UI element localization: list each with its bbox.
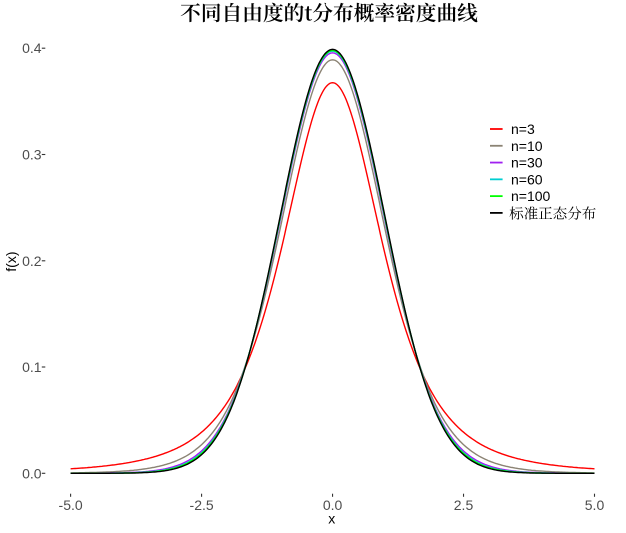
svg-text:n=3: n=3 — [511, 121, 535, 137]
svg-text:-2.5: -2.5 — [190, 497, 214, 513]
svg-text:f(x): f(x) — [3, 251, 19, 271]
svg-text:n=100: n=100 — [511, 188, 551, 204]
svg-text:0.3: 0.3 — [22, 147, 42, 163]
svg-text:n=30: n=30 — [511, 155, 543, 171]
svg-text:0.1: 0.1 — [22, 359, 42, 375]
svg-text:x: x — [328, 511, 335, 527]
svg-text:2.5: 2.5 — [454, 497, 474, 513]
svg-text:0.0: 0.0 — [22, 465, 42, 481]
svg-text:n=10: n=10 — [511, 138, 543, 154]
svg-text:n=60: n=60 — [511, 171, 543, 187]
svg-text:0.0: 0.0 — [323, 497, 343, 513]
svg-text:0.4: 0.4 — [22, 40, 42, 56]
svg-text:0.2: 0.2 — [22, 253, 42, 269]
svg-text:5.0: 5.0 — [585, 497, 605, 513]
svg-text:-5.0: -5.0 — [59, 497, 83, 513]
